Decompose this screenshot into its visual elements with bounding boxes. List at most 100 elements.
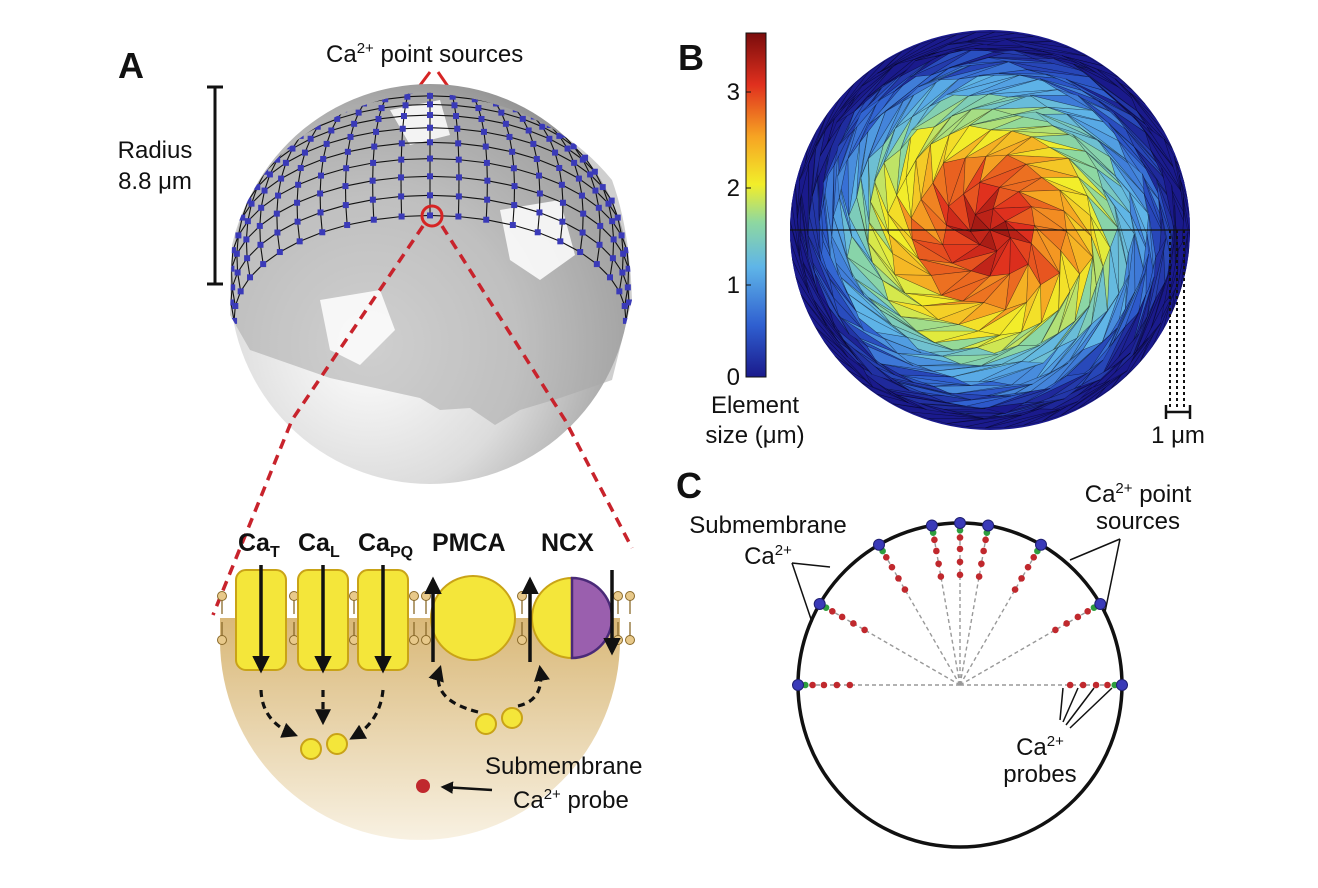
label-ca-pq: CaPQ xyxy=(358,529,413,561)
mesh-element xyxy=(825,71,870,130)
mesh-element xyxy=(882,279,923,307)
probe-point xyxy=(1079,681,1087,689)
mesh-element xyxy=(847,100,879,159)
mesh-element xyxy=(1109,227,1120,294)
mesh-element xyxy=(1016,309,1059,347)
lipid-head xyxy=(613,635,623,645)
mesh-element xyxy=(833,145,840,217)
panel-a-label: A xyxy=(118,45,144,86)
probe-point xyxy=(861,626,868,634)
mesh-element xyxy=(931,33,1015,55)
channel-ca-t xyxy=(235,565,287,674)
point-source-marker xyxy=(427,212,433,219)
point-source-marker xyxy=(624,247,631,254)
probe-point xyxy=(829,607,836,615)
mesh-element xyxy=(1129,192,1149,255)
point-source-marker xyxy=(328,127,335,134)
point-source-marker xyxy=(427,139,433,146)
point-source-marker xyxy=(564,145,571,152)
mesh-element xyxy=(974,208,994,231)
point-source-marker xyxy=(370,216,377,223)
point-source-marker xyxy=(351,120,358,127)
mesh-element xyxy=(1112,273,1145,343)
point-source-marker xyxy=(483,216,490,223)
mesh-element xyxy=(951,361,1022,378)
mesh-element xyxy=(1027,243,1041,286)
point-source-marker xyxy=(230,284,236,291)
mesh-element xyxy=(838,274,892,325)
point-source-marker xyxy=(296,238,303,245)
probe-point xyxy=(901,586,909,593)
point-source xyxy=(982,519,995,532)
point-source-marker xyxy=(232,302,239,309)
mesh-element xyxy=(958,302,1007,325)
point-source-marker xyxy=(608,197,615,204)
mesh-element xyxy=(943,129,992,164)
colorbar-ticks xyxy=(746,91,751,378)
point-source-marker xyxy=(536,209,543,216)
mesh-element xyxy=(983,273,1011,310)
point-source-marker xyxy=(592,187,599,194)
mesh-element xyxy=(991,125,1053,132)
point-source xyxy=(954,517,966,529)
radius-label-line1: Radius xyxy=(118,137,193,164)
mesh-element xyxy=(790,215,809,293)
mesh-element xyxy=(837,176,852,237)
point-source-marker xyxy=(626,299,632,306)
probe-point xyxy=(833,681,841,689)
point-source-marker xyxy=(301,149,308,156)
probe-point xyxy=(1074,613,1082,621)
probe-point xyxy=(1018,575,1025,582)
mesh-element xyxy=(1034,225,1062,275)
probe-point xyxy=(956,545,964,553)
probes-label-line1: Ca2+ xyxy=(1016,733,1064,761)
sources-label-line2: sources xyxy=(1096,508,1180,535)
point-source xyxy=(1094,598,1107,610)
point-source-marker xyxy=(455,140,462,147)
selected-source-circle xyxy=(420,204,444,228)
point-source-marker xyxy=(559,218,566,225)
probe-point xyxy=(1052,626,1059,634)
channel-ca-l xyxy=(297,565,349,674)
mesh-element xyxy=(856,123,870,198)
probe-point xyxy=(956,534,964,541)
mesh-element xyxy=(1164,139,1190,226)
point-source-marker xyxy=(334,115,341,122)
mesh-element xyxy=(999,301,1028,336)
point-source-marker xyxy=(511,202,518,209)
mesh-element xyxy=(932,364,1002,372)
point-source-marker xyxy=(323,140,330,147)
point-source-marker xyxy=(266,171,273,178)
flux-arrows xyxy=(259,664,550,740)
probe-point xyxy=(1024,563,1032,571)
probe-point xyxy=(975,573,983,580)
lipid-head xyxy=(409,635,419,645)
mesh-element xyxy=(883,162,898,215)
mesh-element xyxy=(897,352,961,365)
mesh-element xyxy=(1007,154,1069,165)
mesh-element xyxy=(910,411,984,419)
probe-point xyxy=(882,554,890,561)
mesh-element xyxy=(988,78,1059,95)
mesh-element xyxy=(895,79,939,129)
callout-lines xyxy=(791,538,1121,729)
lipid-head xyxy=(517,635,527,645)
point-source-marker xyxy=(260,261,267,268)
mesh-element xyxy=(848,142,861,217)
point-source-marker xyxy=(622,317,629,324)
point-source-marker xyxy=(480,128,487,135)
lipid-head xyxy=(517,591,527,601)
lipid-head xyxy=(625,591,635,601)
point-source-marker xyxy=(525,127,532,134)
probe-point xyxy=(1011,586,1019,593)
point-source-marker xyxy=(247,274,254,281)
point-source-marker xyxy=(552,149,559,156)
mesh-element xyxy=(941,347,998,357)
point-source-marker xyxy=(621,302,628,309)
point-source-marker xyxy=(559,199,566,206)
point-source-marker xyxy=(382,96,389,103)
label-ca-l: CaL xyxy=(298,529,340,561)
colorbar xyxy=(745,32,767,378)
probe-point xyxy=(933,547,940,555)
